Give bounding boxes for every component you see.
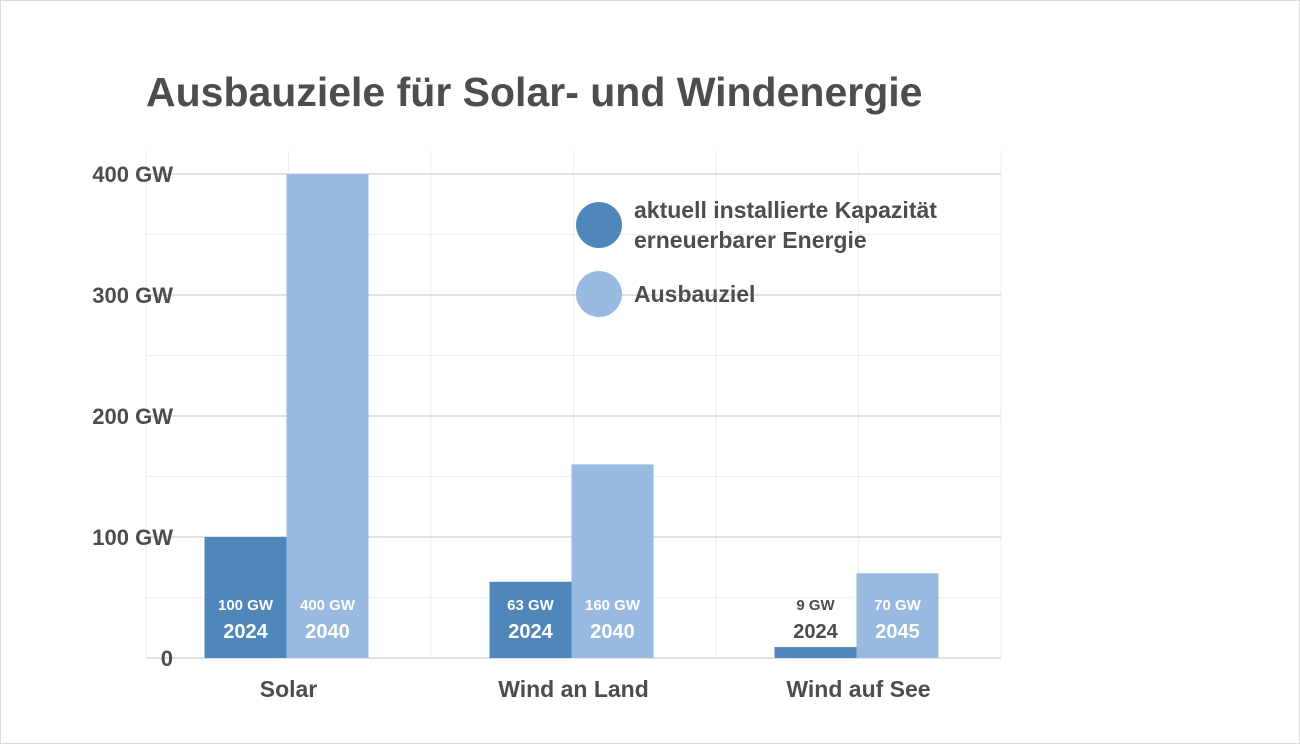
y-tick-label: 300 GW	[92, 283, 173, 308]
bar-current	[204, 537, 287, 658]
x-category-label: Solar	[260, 676, 318, 702]
legend-label-current: aktuell installierte Kapazität erneuerba…	[634, 197, 937, 253]
bar-current	[489, 581, 572, 658]
bar-value-label: 9 GW	[796, 597, 835, 614]
bar-target	[856, 573, 939, 658]
x-category-label: Wind auf See	[786, 676, 930, 702]
bar-value-label: 400 GW	[300, 597, 356, 614]
bar-year-label: 2024	[223, 621, 268, 643]
bar-year-label: 2024	[793, 621, 838, 643]
bar-value-label: 100 GW	[218, 597, 274, 614]
bar-target	[571, 464, 654, 658]
legend-item-target: Ausbauziel	[576, 271, 755, 317]
x-category-label: Wind an Land	[498, 676, 649, 702]
bar-year-label: 2024	[508, 621, 553, 643]
legend-swatch-current	[576, 202, 622, 248]
legend-label-target: Ausbauziel	[634, 281, 756, 307]
bar-year-label: 2040	[590, 621, 635, 643]
bar-value-label: 70 GW	[874, 597, 922, 614]
y-tick-label: 0	[161, 646, 173, 671]
bar-current	[774, 647, 857, 658]
chart-title: Ausbauziele für Solar- und Windenergie	[146, 69, 923, 115]
y-tick-label: 100 GW	[92, 525, 173, 550]
bar-year-label: 2045	[875, 621, 920, 643]
bar-year-label: 2040	[305, 621, 350, 643]
bar-value-label: 63 GW	[507, 597, 555, 614]
legend-item-current: aktuell installierte Kapazität erneuerba…	[576, 195, 994, 255]
bar-value-label: 160 GW	[585, 597, 641, 614]
legend-swatch-target	[576, 271, 622, 317]
y-tick-label: 400 GW	[92, 162, 173, 187]
bar-target	[286, 174, 369, 658]
y-tick-label: 200 GW	[92, 404, 173, 429]
